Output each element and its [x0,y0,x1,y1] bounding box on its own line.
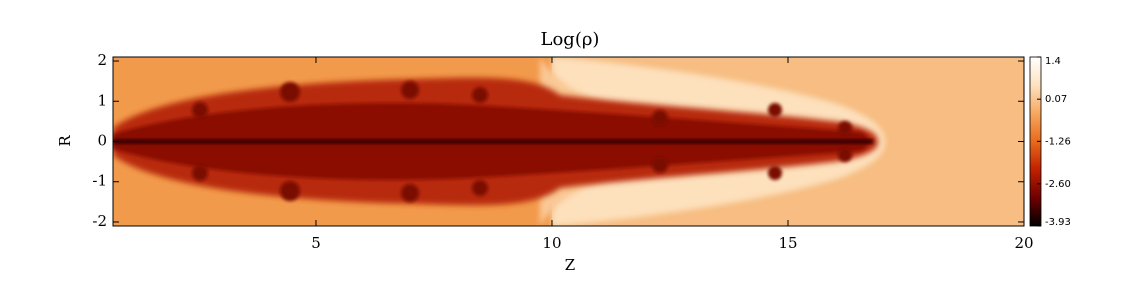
x-tick-label: 5 [311,234,321,252]
colorbar-tick-label: -2.60 [1045,179,1071,190]
colorbar-tick-label: 0.07 [1045,94,1067,105]
y-tick-label: -1 [92,172,107,190]
x-tick-label: 15 [778,234,797,252]
y-tick-label: 1 [97,91,107,109]
colorbar-tick-label: -1.26 [1045,136,1071,147]
y-tick-label: 0 [97,132,107,150]
colorbar: 1.4 0.07 -1.26 -2.60 -3.93 [1029,56,1071,228]
y-tick-label: -2 [92,212,107,230]
x-tick-label: 10 [542,234,561,252]
x-tick-label: 20 [1014,234,1033,252]
heatmap-image [113,57,1024,226]
x-axis-label: Z [565,256,575,274]
colorbar-tick-label: 1.4 [1045,56,1061,67]
y-tick-label: 2 [97,51,107,69]
colorbar-tick-label: -3.93 [1045,217,1071,228]
chart-title: Log(ρ) [541,29,600,50]
y-axis-label: R [56,135,74,147]
